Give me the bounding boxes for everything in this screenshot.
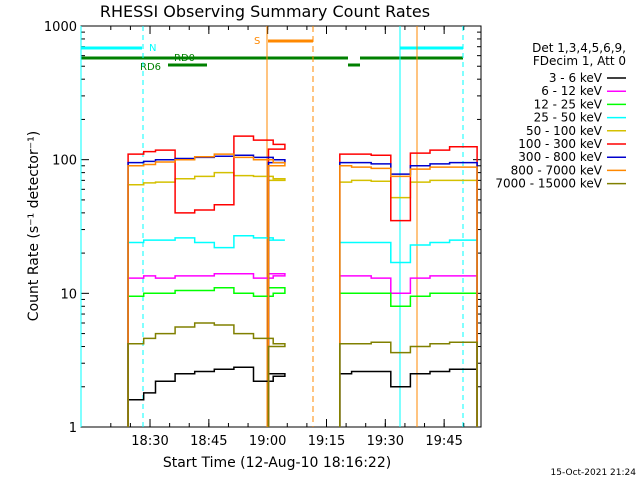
x-tick-label: 18:45: [190, 434, 227, 449]
legend-label: 12 - 25 keV: [534, 97, 603, 111]
y-tick-label: 100: [52, 154, 77, 169]
legend: Det 1,3,4,5,6,9, FDecim 1, Att 0 3 - 6 k…: [495, 41, 626, 191]
x-tick-label: 18:30: [131, 434, 168, 449]
n-label: N: [149, 43, 156, 54]
mode-bars: N S RD0 RD6: [81, 36, 463, 73]
series-line-3to6keV-seg0: [127, 366, 286, 427]
x-ticks: 18:30 18:45 19:00 19:15 19:30 19:45: [110, 26, 465, 449]
series-line-6to12keV-seg1: [339, 275, 478, 427]
series-line-50to100keV-seg1: [339, 179, 478, 427]
y-ticks: 1 10 100 1000: [44, 20, 481, 436]
series-line-25to50keV-seg1: [339, 239, 478, 427]
series-line-100to300keV-seg0: [127, 135, 286, 427]
legend-label: 3 - 6 keV: [549, 71, 603, 85]
series-line-800to7000keV-seg1: [339, 165, 478, 427]
y-tick-label: 1: [69, 421, 77, 436]
series-line-12to25keV-seg1: [339, 292, 478, 427]
series-line-6to12keV-seg0: [127, 273, 286, 427]
y-axis-label: Count Rate (s⁻¹ detector⁻¹): [26, 131, 42, 321]
legend-label: 7000 - 15000 keV: [495, 177, 602, 191]
x-tick-label: 19:15: [308, 434, 345, 449]
legend-header-1: Det 1,3,4,5,6,9,: [532, 41, 626, 55]
series-line-7000to15000keV-seg1: [339, 341, 478, 427]
footer-timestamp: 15-Oct-2021 21:24: [551, 468, 637, 478]
legend-label: 100 - 300 keV: [518, 137, 602, 151]
x-tick-label: 19:00: [249, 434, 286, 449]
series-line-7000to15000keV-seg0: [127, 322, 286, 427]
x-tick-label: 19:45: [425, 434, 462, 449]
rd0-label: RD0: [174, 53, 195, 64]
series-line-3to6keV-seg1: [339, 368, 478, 427]
legend-label: 6 - 12 keV: [541, 84, 603, 98]
series-line-800to7000keV-seg0: [127, 153, 286, 427]
vertical-markers: [80, 26, 464, 427]
series-line-12to25keV-seg0: [127, 287, 286, 427]
x-tick-label: 19:30: [367, 434, 404, 449]
x-axis-label: Start Time (12-Aug-10 18:16:22): [163, 455, 391, 471]
series-line-100to300keV-seg1: [339, 145, 478, 427]
legend-label: 25 - 50 keV: [534, 111, 603, 125]
y-tick-label: 10: [60, 287, 77, 302]
y-tick-label: 1000: [44, 20, 77, 35]
series-group: [127, 135, 478, 427]
series-line-25to50keV-seg0: [127, 234, 285, 427]
legend-label: 300 - 800 keV: [518, 150, 602, 164]
rd6-label: RD6: [140, 62, 161, 73]
series-line-50to100keV-seg0: [127, 171, 286, 427]
legend-header-2: FDecim 1, Att 0: [533, 54, 626, 68]
legend-label: 50 - 100 keV: [526, 124, 603, 138]
plot-frame: [80, 25, 482, 428]
s-label: S: [254, 36, 260, 47]
chart-title: RHESSI Observing Summary Count Rates: [100, 2, 430, 21]
legend-label: 800 - 7000 keV: [511, 163, 603, 177]
